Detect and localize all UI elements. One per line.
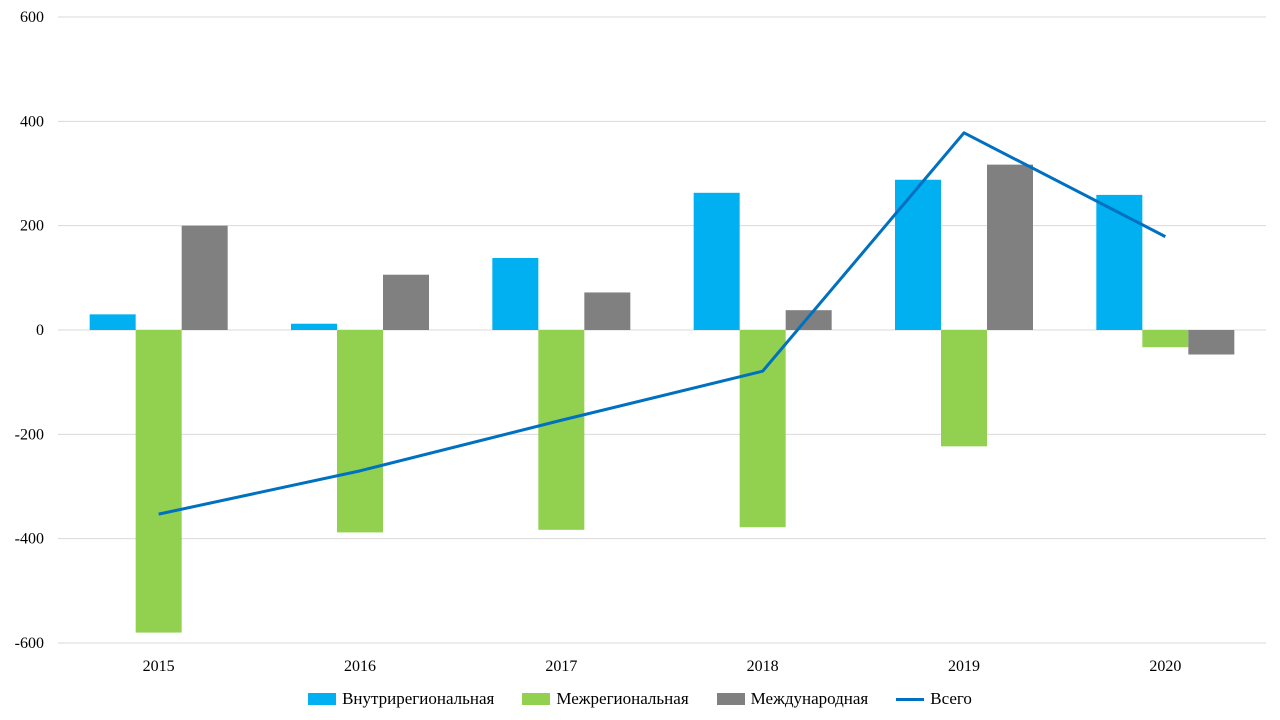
bar [1188, 330, 1235, 355]
bar [181, 225, 228, 330]
legend-item-total: Всего [896, 689, 972, 709]
y-tick-label: 200 [20, 218, 44, 235]
bar [383, 274, 429, 330]
bar [584, 292, 631, 330]
legend-item-international: Международная [716, 689, 869, 709]
bar [538, 330, 585, 530]
total-line [158, 131, 1167, 516]
legend-item-interregional: Межрегиональная [522, 689, 689, 709]
bar [895, 179, 941, 330]
legend-swatch-international [716, 693, 745, 705]
x-tick-label: 2019 [948, 658, 980, 675]
bar [941, 330, 987, 447]
y-tick-label: -400 [15, 531, 44, 548]
bar [89, 314, 136, 330]
bar [1142, 330, 1189, 348]
legend-swatch-intraregional [308, 693, 337, 705]
y-tick-label: -600 [15, 635, 44, 652]
x-tick-label: 2018 [747, 658, 779, 675]
y-tick-label: 0 [36, 322, 44, 339]
legend-label-international: Международная [750, 689, 869, 708]
y-tick-label: 400 [20, 113, 44, 130]
bar [291, 323, 337, 330]
x-tick-label: 2016 [344, 658, 376, 675]
bar [987, 164, 1033, 330]
bar [1096, 194, 1143, 330]
bar [492, 258, 539, 330]
legend-label-interregional: Межрегиональная [556, 689, 689, 708]
y-tick-label: 600 [20, 9, 44, 26]
legend-label-total: Всего [930, 689, 972, 708]
x-tick-label: 2017 [545, 658, 577, 675]
x-tick-label: 2015 [143, 658, 175, 675]
y-tick-label: -200 [15, 426, 44, 443]
legend-swatch-total [896, 697, 925, 701]
legend-item-intraregional: Внутрирегиональная [308, 689, 494, 709]
bar [785, 310, 832, 330]
bar [693, 192, 740, 330]
bar [739, 330, 786, 528]
legend-label-intraregional: Внутрирегиональная [342, 689, 495, 708]
legend: Внутрирегиональная Межрегиональная Между… [0, 684, 1280, 714]
bar [135, 330, 182, 633]
legend-swatch-interregional [522, 693, 551, 705]
x-tick-label: 2020 [1149, 658, 1181, 675]
bar [337, 330, 383, 533]
